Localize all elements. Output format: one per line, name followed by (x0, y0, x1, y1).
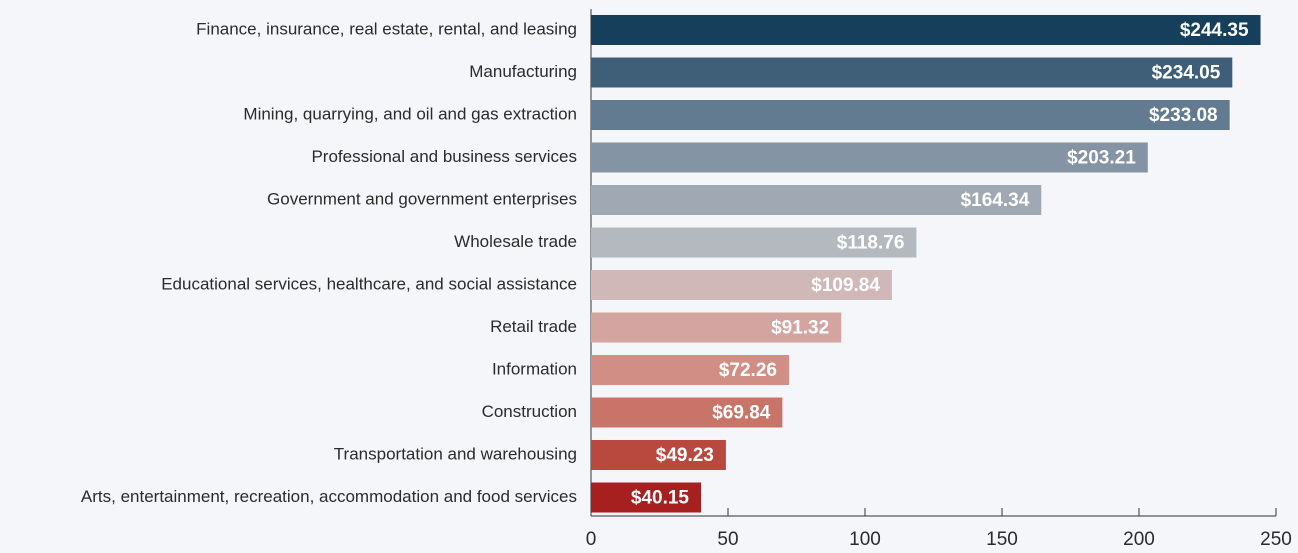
x-tick-label: 150 (986, 529, 1018, 550)
y-tick-label: Construction (482, 402, 577, 421)
value-label: $91.32 (771, 318, 829, 339)
value-label: $40.15 (631, 488, 690, 509)
x-tick-label: 250 (1260, 529, 1292, 550)
value-label: $203.21 (1067, 148, 1136, 169)
bar (591, 355, 789, 385)
value-label: $72.26 (719, 360, 777, 381)
y-tick-label: Information (492, 359, 577, 378)
value-label: $244.35 (1180, 20, 1249, 41)
bar (591, 227, 917, 258)
bar (591, 185, 1042, 215)
bar (591, 142, 1148, 173)
x-tick-label: 0 (586, 529, 597, 550)
x-tick-label: 50 (717, 529, 738, 550)
value-label: $234.05 (1152, 63, 1221, 84)
bar (591, 15, 1261, 45)
value-label: $109.84 (811, 275, 880, 296)
y-tick-label: Professional and business services (311, 147, 577, 166)
value-label: $164.34 (961, 190, 1030, 211)
bar (591, 482, 702, 513)
bar (591, 270, 892, 300)
y-tick-label: Arts, entertainment, recreation, accommo… (81, 487, 577, 506)
value-label: $118.76 (837, 233, 905, 254)
y-tick-label: Government and government enterprises (267, 189, 577, 208)
y-tick-label: Retail trade (490, 317, 577, 336)
bar (591, 440, 726, 470)
y-tick-label: Mining, quarrying, and oil and gas extra… (243, 104, 577, 123)
x-tick-label: 100 (849, 529, 881, 550)
value-label: $49.23 (656, 445, 714, 466)
y-tick-label: Educational services, healthcare, and so… (161, 274, 577, 293)
y-tick-label: Manufacturing (469, 62, 577, 81)
y-tick-label: Wholesale trade (454, 232, 577, 251)
bar (591, 100, 1230, 130)
value-label: $69.84 (712, 403, 771, 424)
bar (591, 57, 1233, 88)
bar (591, 312, 842, 343)
y-tick-label: Finance, insurance, real estate, rental,… (196, 19, 577, 38)
x-tick-label: 200 (1123, 529, 1155, 550)
bar (591, 397, 783, 428)
value-label: $233.08 (1149, 105, 1218, 126)
y-tick-label: Transportation and warehousing (334, 444, 577, 463)
